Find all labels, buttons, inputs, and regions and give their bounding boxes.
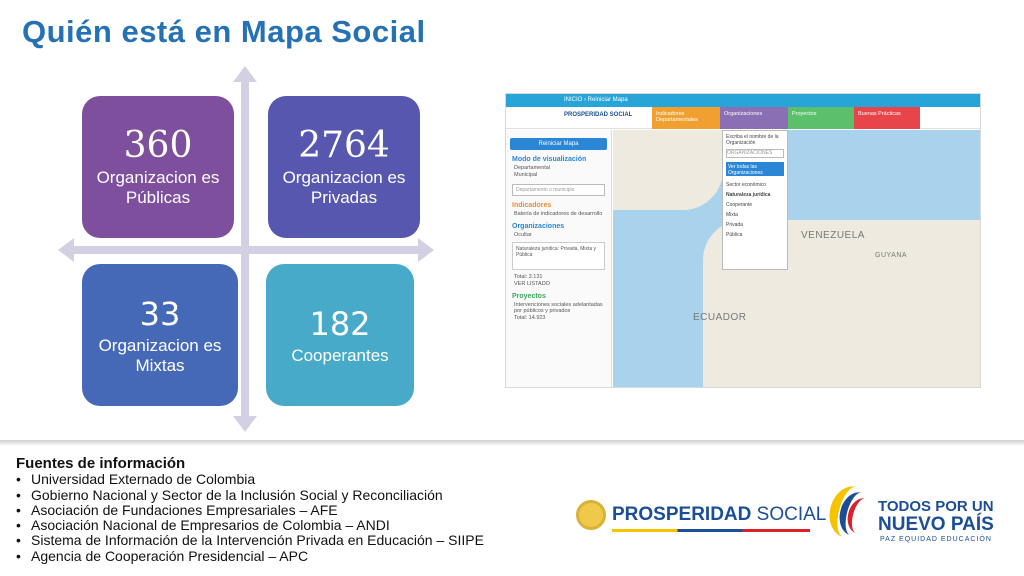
list-item: Asociación Nacional de Empresarios de Co… xyxy=(16,517,536,533)
map-header: PROSPERIDAD SOCIAL Indicadores Departame… xyxy=(506,107,980,129)
flag-stripe xyxy=(612,529,810,532)
map-canvas[interactable]: VENEZUELA ECUADOR GUYANA xyxy=(613,130,980,387)
option-publica[interactable]: Pública xyxy=(726,232,743,238)
indicators-subtitle: Batería de indicadores de desarrollo xyxy=(514,211,603,217)
prosperidad-social-logo: PROSPERIDAD SOCIAL xyxy=(576,498,826,534)
organizations-total: Total: 3.131 xyxy=(514,274,543,280)
map-sidebar: Reiniciar Mapa Modo de visualización Dep… xyxy=(506,130,612,387)
central-america-land xyxy=(613,130,723,210)
stat-label: Cooperantes xyxy=(291,346,389,365)
stat-label: Organizacion es Mixtas xyxy=(98,336,222,375)
prosperidad-logo-text: PROSPERIDAD SOCIAL xyxy=(612,504,827,525)
organization-search-input[interactable]: ORGANIZACIONES xyxy=(726,149,784,158)
list-item: Gobierno Nacional y Sector de la Inclusi… xyxy=(16,487,536,503)
colombia-seal-icon xyxy=(576,500,606,530)
tab-projects[interactable]: Proyectos xyxy=(788,107,854,129)
logo-tagline: PAZ EQUIDAD EDUCACIÓN xyxy=(880,536,992,543)
horizontal-axis-divider xyxy=(70,246,420,254)
map-screenshot: INICIO › Reiniciar Mapa PROSPERIDAD SOCI… xyxy=(505,93,981,388)
reset-map-button[interactable]: Reiniciar Mapa xyxy=(510,138,607,150)
mixed-organizations-box: 33 Organizacion es Mixtas xyxy=(82,264,238,406)
show-all-organizations-button[interactable]: Ver todas las Organizaciones xyxy=(726,162,784,176)
sector-filter[interactable]: Sector económico xyxy=(726,182,767,188)
arrow-up-icon xyxy=(233,66,257,82)
tab-organizations[interactable]: Organizaciones xyxy=(720,107,788,129)
stat-label: Organizacion es Privadas xyxy=(282,168,406,207)
list-item: Asociación de Fundaciones Empresariales … xyxy=(16,502,536,518)
dropdown-prompt: Escriba el nombre de la Organización xyxy=(726,134,779,146)
option-mixta[interactable]: Mixta xyxy=(726,212,738,218)
cooperants-box: 182 Cooperantes xyxy=(266,264,414,406)
option-cooperante[interactable]: Cooperante xyxy=(726,202,753,208)
location-search-input[interactable]: Departamento o municipio xyxy=(512,184,605,196)
projects-total: Total: 14.923 xyxy=(514,315,546,321)
arrow-down-icon xyxy=(233,416,257,432)
view-mode-title: Modo de visualización xyxy=(512,156,587,163)
stat-number: 360 xyxy=(123,125,193,166)
organizations-dropdown: Escriba el nombre de la Organización ORG… xyxy=(722,130,788,270)
view-mode-departmental[interactable]: Departamental xyxy=(514,165,551,171)
map-label-ecuador: ECUADOR xyxy=(693,312,747,323)
page-title: Quién está en Mapa Social xyxy=(22,14,426,49)
logo-line-2: NUEVO PAÍS xyxy=(878,514,994,535)
public-organizations-box: 360 Organizacion es Públicas xyxy=(82,96,234,238)
section-divider xyxy=(0,440,1024,446)
breadcrumb: INICIO › Reiniciar Mapa xyxy=(506,94,980,107)
projects-subtitle: Intervenciones sociales adelantadas por … xyxy=(514,302,603,314)
private-organizations-box: 2764 Organizacion es Privadas xyxy=(268,96,420,238)
logo-line-1: TODOS POR UN xyxy=(878,498,994,515)
arrow-left-icon xyxy=(58,238,74,262)
organizations-title: Organizaciones xyxy=(512,223,565,230)
projects-title: Proyectos xyxy=(512,293,546,300)
stat-number: 2764 xyxy=(298,125,390,166)
stat-label: Organizacion es Públicas xyxy=(96,168,220,207)
arrow-right-icon xyxy=(418,238,434,262)
nature-filter: Naturaleza jurídica xyxy=(726,192,771,198)
organization-filter-card: Naturaleza jurídica: Privada, Mixta y Pú… xyxy=(512,242,605,270)
sources-list: Universidad Externado de Colombia Gobier… xyxy=(16,471,536,564)
stat-number: 33 xyxy=(139,295,181,333)
stat-number: 182 xyxy=(309,305,371,343)
hide-toggle[interactable]: Ocultar xyxy=(514,232,532,238)
sources-heading: Fuentes de información xyxy=(16,455,186,472)
sources-panel: Fuentes de información Universidad Exter… xyxy=(16,455,536,565)
option-privada[interactable]: Privada xyxy=(726,222,743,228)
header-logo: PROSPERIDAD SOCIAL xyxy=(564,112,633,118)
view-mode-municipal[interactable]: Municipal xyxy=(514,172,538,178)
list-item: Universidad Externado de Colombia xyxy=(16,471,536,487)
list-item: Sistema de Información de la Intervenció… xyxy=(16,533,536,549)
todos-por-un-nuevo-pais-logo: TODOS POR UN NUEVO PAÍS PAZ EQUIDAD EDUC… xyxy=(823,478,994,548)
list-item: Agencia de Cooperación Presidencial – AP… xyxy=(16,548,536,564)
map-tabs: Indicadores Departamentales Organizacion… xyxy=(652,107,920,129)
map-label-guyana: GUYANA xyxy=(875,252,908,259)
map-label-venezuela: VENEZUELA xyxy=(801,230,865,241)
indicators-title: Indicadores xyxy=(512,202,552,209)
tab-indicators[interactable]: Indicadores Departamentales xyxy=(652,107,720,129)
view-list-link[interactable]: VER LISTADO xyxy=(514,281,550,287)
tab-best-practices[interactable]: Buenas Prácticas xyxy=(854,107,920,129)
